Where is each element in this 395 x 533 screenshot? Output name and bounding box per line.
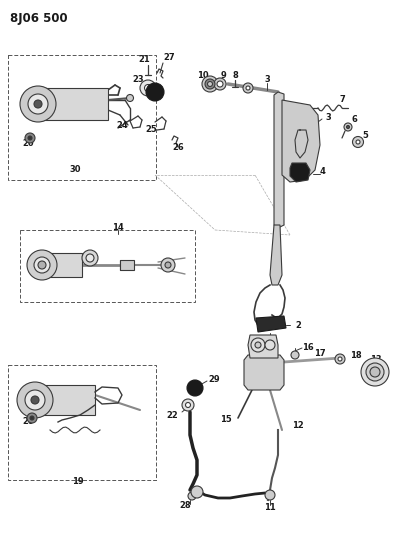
Text: 27: 27 [163, 52, 175, 61]
Circle shape [344, 123, 352, 131]
Circle shape [27, 250, 57, 280]
Circle shape [356, 140, 360, 144]
Circle shape [34, 257, 50, 273]
Circle shape [246, 86, 250, 90]
Circle shape [366, 363, 384, 381]
Circle shape [31, 396, 39, 404]
Text: 21: 21 [138, 55, 150, 64]
Text: 8J06 500: 8J06 500 [10, 12, 68, 25]
Text: 29: 29 [208, 376, 220, 384]
Circle shape [361, 358, 389, 386]
Polygon shape [248, 335, 278, 358]
Text: 19: 19 [72, 478, 84, 487]
Text: 16: 16 [302, 343, 314, 352]
Text: 3: 3 [325, 112, 331, 122]
Polygon shape [274, 92, 284, 228]
Text: 3: 3 [264, 76, 270, 85]
Circle shape [335, 354, 345, 364]
Circle shape [188, 492, 196, 500]
Circle shape [217, 81, 223, 87]
Bar [20, 230, 195, 302]
Circle shape [370, 367, 380, 377]
Text: 14: 14 [112, 222, 124, 231]
Text: 4: 4 [320, 167, 326, 176]
Text: 8: 8 [232, 71, 238, 80]
Text: 7: 7 [340, 95, 346, 104]
Circle shape [205, 79, 215, 89]
Text: 28: 28 [179, 500, 191, 510]
Circle shape [352, 136, 363, 148]
Circle shape [338, 357, 342, 361]
Bar [38, 88, 108, 120]
Circle shape [202, 76, 218, 92]
Bar [42, 253, 82, 277]
Text: 20: 20 [22, 139, 34, 148]
Circle shape [25, 390, 45, 410]
Circle shape [25, 133, 35, 143]
Text: 26: 26 [172, 142, 184, 151]
Circle shape [86, 254, 94, 262]
Text: 22: 22 [166, 410, 178, 419]
Bar [8, 55, 156, 180]
Text: 17: 17 [314, 349, 326, 358]
Circle shape [255, 342, 261, 348]
Text: 20: 20 [22, 417, 34, 426]
Circle shape [265, 340, 275, 350]
Circle shape [214, 78, 226, 90]
Circle shape [187, 380, 203, 396]
Polygon shape [270, 225, 282, 285]
Circle shape [191, 486, 203, 498]
Circle shape [186, 402, 190, 408]
Circle shape [165, 262, 171, 268]
Bar [8, 365, 156, 480]
Circle shape [38, 261, 46, 269]
Text: 24: 24 [116, 122, 128, 131]
Bar [120, 260, 134, 270]
Text: 15: 15 [220, 416, 232, 424]
Polygon shape [290, 163, 310, 182]
Text: 6: 6 [352, 116, 358, 125]
Circle shape [20, 86, 56, 122]
Circle shape [265, 490, 275, 500]
Circle shape [182, 399, 194, 411]
Polygon shape [282, 100, 320, 182]
Circle shape [161, 258, 175, 272]
Circle shape [30, 416, 34, 420]
Circle shape [140, 80, 156, 96]
Circle shape [27, 413, 37, 423]
Text: 2: 2 [295, 320, 301, 329]
Text: 13: 13 [370, 356, 382, 365]
Circle shape [207, 82, 213, 86]
Text: 25: 25 [145, 125, 157, 134]
Circle shape [291, 351, 299, 359]
Text: 10: 10 [197, 71, 209, 80]
Text: 9: 9 [221, 71, 227, 80]
Circle shape [346, 125, 350, 128]
Circle shape [28, 94, 48, 114]
Circle shape [251, 338, 265, 352]
Text: 5: 5 [362, 131, 368, 140]
Polygon shape [244, 355, 284, 390]
Text: 30: 30 [69, 166, 81, 174]
Text: 12: 12 [292, 421, 304, 430]
Text: 18: 18 [350, 351, 362, 360]
Circle shape [145, 85, 152, 92]
Circle shape [34, 100, 42, 108]
Circle shape [28, 136, 32, 140]
Bar [35, 385, 95, 415]
Circle shape [126, 94, 134, 101]
Circle shape [243, 83, 253, 93]
Text: 23: 23 [132, 76, 144, 85]
Text: 1: 1 [265, 335, 271, 344]
Circle shape [17, 382, 53, 418]
Circle shape [146, 83, 164, 101]
Circle shape [82, 250, 98, 266]
Polygon shape [256, 316, 286, 332]
Text: 11: 11 [264, 504, 276, 513]
